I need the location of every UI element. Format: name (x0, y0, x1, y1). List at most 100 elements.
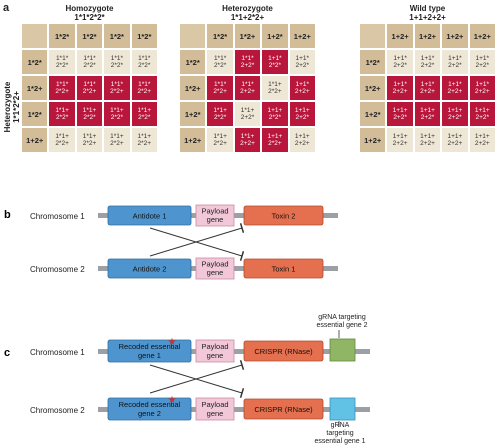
c-grna-1-line1: gRNA targeting (318, 314, 366, 321)
b-payload-1-line2: gene (207, 215, 224, 224)
column-header: 1+2+ (387, 24, 413, 48)
grid-corner (180, 24, 206, 48)
b-payload-2-box (195, 257, 235, 280)
genotype-cell: 1*1+ 2*2* (131, 102, 157, 126)
column-header: 1*2* (207, 24, 233, 48)
genotype-cell: 1*1* 2*2+ (76, 76, 103, 100)
genotype-cell: 1+1* 2+2+ (442, 76, 468, 100)
genotype-cell: 1+1* 2+2+ (289, 76, 315, 100)
b-antidote-1-box (107, 205, 192, 226)
c-grna-1-line2: essential gene 2 (317, 322, 368, 329)
genotype-cell: 1*1* 2+2+ (234, 76, 261, 100)
genotype-cell: 1*1+ 2*2+ (262, 76, 288, 100)
c-payload-1-box (195, 339, 235, 363)
genotype-cell: 1*1+ 2*2+ (49, 128, 75, 152)
column-header: 1*2* (131, 24, 157, 48)
b-antidote-2-inhibits-toxin-2 (149, 222, 245, 257)
c-payload-2-line1: Payload (201, 400, 228, 409)
genotype-cell: 1+1* 2+2+ (387, 76, 413, 100)
genotype-cell: 1*1+ 2*2* (104, 102, 130, 126)
panel-b-letter: b (4, 209, 11, 221)
c-gene-2-inhibits-crispr-1 (149, 359, 245, 394)
genotype-cell: 1*1* 2*2+ (131, 76, 157, 100)
c-grna-2-line3: essential gene 1 (315, 438, 366, 445)
genotype-cell: 1+1+ 2+2* (289, 102, 315, 126)
punnett-grid-1: 1*2* 1*2* 1*2* 1*2* 1*2* 1*1* 2*2* 1*1* 2*2* 1*1*… (22, 24, 157, 152)
row-header: 1*2+ (22, 76, 48, 100)
c-payload-1-line1: Payload (201, 342, 228, 351)
genotype-cell: 1+1+ 2*2* (262, 102, 288, 126)
genotype-cell: 1+1* 2+2* (414, 50, 441, 74)
genotype-cell: 1+1* 2+2* (469, 50, 495, 74)
genotype-cell: 1*1* 2*2* (207, 50, 233, 74)
genotype-cell: 1*1* 2*2* (76, 50, 103, 74)
c-recoded-gene-2-line1: Recoded essential (119, 400, 181, 409)
b-chromosome-1-label: Chromosome 1 (30, 212, 85, 221)
genotype-cell: 1*1+ 2+2+ (234, 128, 261, 152)
grid-title-1: Homozygote 1*1*2*2* (65, 4, 114, 22)
genotype-cell: 1*1+ 2+2* (234, 102, 261, 126)
b-payload-1-box (195, 204, 235, 227)
c-recoded-gene-2-box (107, 397, 192, 421)
b-toxin-1-label: Toxin 1 (272, 265, 296, 274)
c-grna-1-box (329, 338, 356, 362)
genotype-cell: 1*1* 2*2* (104, 50, 130, 74)
genotype-cell: 1*1+ 2*2+ (207, 128, 233, 152)
b-toxin-2-box (243, 205, 324, 226)
c-crispr-1-label: CRISPR (RNase) (254, 347, 313, 356)
c-chromosome-2-label: Chromosome 2 (30, 406, 85, 415)
genotype-cell: 1*1* 2*2+ (207, 76, 233, 100)
row-header: 1+2+ (360, 128, 386, 152)
genotype-cell: 1+1* 2+2+ (469, 76, 495, 100)
genotype-cell: 1+1+ 2+2+ (387, 128, 413, 152)
b-chromosome-2-label: Chromosome 2 (30, 265, 85, 274)
genotype-cell: 1*1* 2*2* (49, 50, 75, 74)
panel-c-letter: c (4, 347, 10, 359)
genotype-cell: 1+1* 2+2+ (414, 76, 441, 100)
genotype-cell: 1*1+ 2*2+ (131, 128, 157, 152)
b-toxin-2-label: Toxin 2 (272, 212, 296, 221)
grid-title-3: Wild type 1+1+2+2+ (409, 4, 446, 22)
c-grna-2-line2: targeting (326, 430, 353, 437)
row-header: 1+2+ (180, 128, 206, 152)
c-chromosome-1-label: Chromosome 1 (30, 348, 85, 357)
column-header: 1+2+ (469, 24, 495, 48)
genotype-cell: 1+1* 2+2* (387, 50, 413, 74)
column-header: 1+2+ (442, 24, 468, 48)
row-header: 1*2* (180, 50, 206, 74)
genotype-cell: 1*1+ 2*2+ (104, 128, 130, 152)
genotype-cell: 1*1+ 2*2* (76, 102, 103, 126)
column-header: 1*2* (104, 24, 130, 48)
b-toxin-1-box (243, 258, 324, 279)
genotype-cell: 1*1* 2*2* (131, 50, 157, 74)
genotype-cell: 1*1+ 2*2+ (76, 128, 103, 152)
row-header: 1+2+ (22, 128, 48, 152)
c-payload-1-line2: gene (207, 351, 224, 360)
row-header: 1*2* (22, 102, 48, 126)
grid-corner (22, 24, 48, 48)
c-crispr-1-box (243, 340, 324, 362)
b-antidote-2-label: Antidote 2 (133, 265, 167, 274)
genotype-cell: 1+1+ 2+2* (414, 102, 441, 126)
punnett-grid-2: 1*2* 1*2+ 1+2* 1+2+ 1*2* 1*1* 2*2* 1*1* 2+2* 1+1*… (180, 24, 315, 152)
row-header: 1*2* (360, 50, 386, 74)
column-header: 1*2+ (234, 24, 261, 48)
b-payload-2-line2: gene (207, 268, 224, 277)
punnett-grid-3: 1+2+ 1+2+ 1+2+ 1+2+ 1*2* 1+1* 2+2* 1+1* 2+2* 1+1*… (360, 24, 495, 152)
c-recoded-gene-1-box (107, 339, 192, 363)
genotype-cell: 1+1+ 2+2* (469, 102, 495, 126)
genotype-cell: 1+1+ 2+2+ (442, 128, 468, 152)
genotype-cell: 1*1* 2*2+ (49, 76, 75, 100)
c-grna-2-box (329, 397, 356, 421)
b-payload-1-line1: Payload (201, 207, 228, 216)
genotype-cell: 1+1+ 2+2* (442, 102, 468, 126)
row-header: 1+2* (180, 102, 206, 126)
genotype-cell: 1+1+ 2+2+ (414, 128, 441, 152)
genotype-cell: 1+1+ 2+2+ (289, 128, 315, 152)
genotype-cell: 1+1+ 2*2+ (262, 128, 288, 152)
row-header: 1*2+ (360, 76, 386, 100)
c-grna-2-line1: gRNA (331, 422, 350, 429)
genotype-cell: 1*1+ 2*2* (49, 102, 75, 126)
genotype-cell: 1+1* 2+2* (442, 50, 468, 74)
column-header: 1*2* (76, 24, 103, 48)
